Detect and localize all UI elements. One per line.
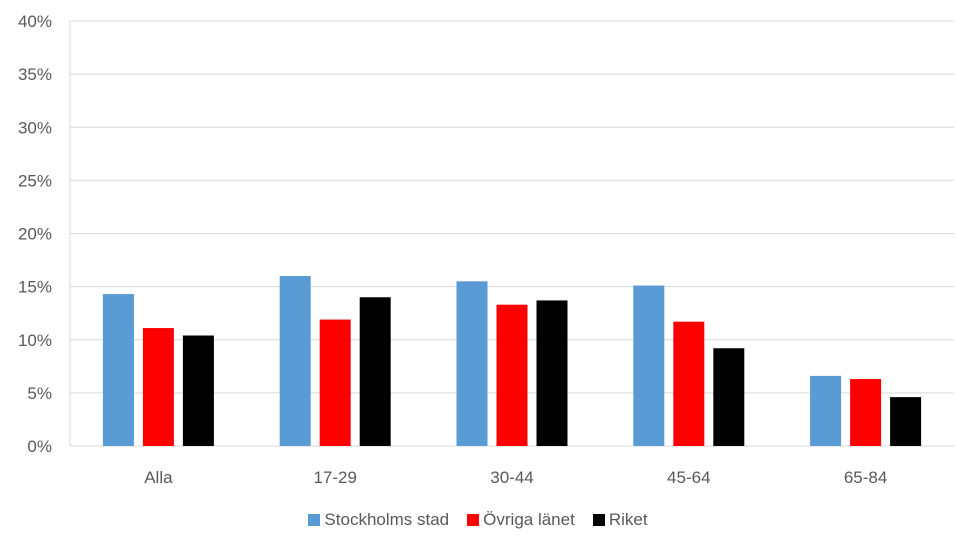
bar: [182, 335, 214, 446]
legend-swatch: [467, 514, 480, 526]
y-tick-label: 10%: [18, 331, 52, 350]
bar: [890, 397, 922, 446]
bar: [810, 375, 842, 446]
bar: [142, 328, 174, 446]
legend: Stockholms stad Övriga länet Riket: [0, 510, 956, 530]
bar: [536, 300, 568, 446]
x-tick-label: 30-44: [490, 468, 533, 487]
legend-swatch: [592, 514, 605, 526]
bar: [633, 285, 665, 446]
plot-area: 0% 5% 10% 15% 20% 25% 30% 35% 40% Alla 17-29 30-44 4…: [18, 12, 954, 487]
x-tick-label: 45-64: [667, 468, 710, 487]
x-tick-label: Alla: [144, 468, 173, 487]
y-tick-label: 40%: [18, 12, 52, 31]
x-tick-label: 17-29: [313, 468, 356, 487]
legend-item: Riket: [592, 510, 648, 530]
bar: [359, 297, 391, 446]
bar: [279, 276, 311, 446]
bar: [850, 379, 882, 446]
bar: [673, 321, 705, 446]
legend-item: Stockholms stad: [308, 510, 449, 530]
y-tick-label: 35%: [18, 65, 52, 84]
x-tick-label: 65-84: [844, 468, 887, 487]
y-tick-label: 0%: [27, 437, 52, 456]
y-tick-label: 15%: [18, 278, 52, 297]
y-tick-label: 25%: [18, 171, 52, 190]
legend-label: Riket: [608, 510, 648, 529]
legend-swatch: [308, 514, 321, 526]
legend-item: Övriga länet: [467, 510, 575, 530]
bar: [456, 281, 488, 446]
bar: [319, 319, 351, 446]
bar: [496, 304, 528, 446]
y-tick-label: 20%: [18, 225, 52, 244]
bar: [713, 348, 745, 446]
bar: [102, 294, 134, 446]
y-tick-label: 5%: [27, 384, 52, 403]
legend-label: Övriga länet: [483, 510, 575, 529]
legend-label: Stockholms stad: [324, 510, 450, 529]
y-tick-label: 30%: [18, 118, 52, 137]
